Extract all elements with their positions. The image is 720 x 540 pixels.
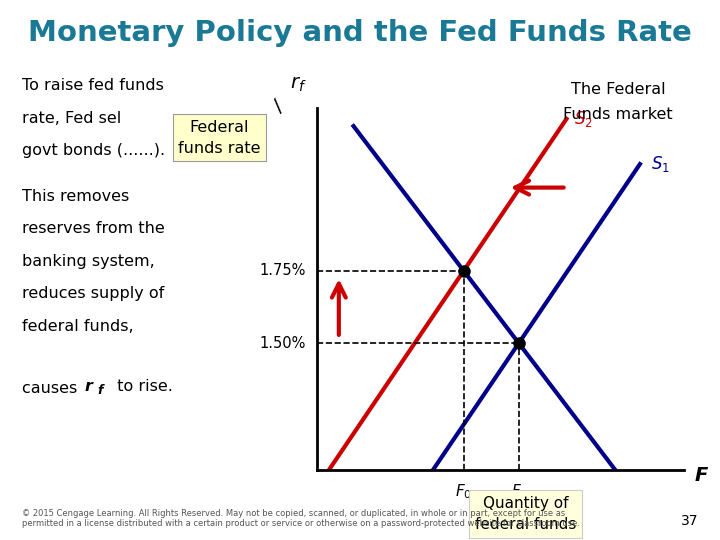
Text: reduces supply of: reduces supply of [22,286,164,301]
Text: This removes: This removes [22,189,129,204]
Text: To raise fed funds: To raise fed funds [22,78,163,93]
Text: 1.50%: 1.50% [259,336,306,350]
Text: 37: 37 [681,514,698,528]
Text: $F_1$: $F_1$ [510,482,527,501]
Text: f: f [97,384,103,397]
Text: r: r [84,379,92,394]
Text: © 2015 Cengage Learning. All Rights Reserved. May not be copied, scanned, or dup: © 2015 Cengage Learning. All Rights Rese… [22,509,580,528]
Text: Funds market: Funds market [563,107,672,123]
Text: $S_2$: $S_2$ [574,109,593,129]
Text: $S_1$: $S_1$ [651,154,670,174]
Text: Monetary Policy and the Fed Funds Rate: Monetary Policy and the Fed Funds Rate [28,19,692,47]
Text: to rise.: to rise. [107,379,172,394]
Text: F: F [695,465,708,485]
Text: reserves from the: reserves from the [22,221,164,237]
Text: causes: causes [22,381,82,396]
Text: 1.75%: 1.75% [259,264,306,278]
Text: $r_f$: $r_f$ [290,75,307,93]
Text: Quantity of
federal funds: Quantity of federal funds [475,496,576,532]
Text: banking system,: banking system, [22,254,154,269]
Text: Federal
funds rate: Federal funds rate [179,120,261,156]
Text: $F_0$: $F_0$ [455,482,472,501]
Text: federal funds,: federal funds, [22,319,133,334]
Text: govt bonds (......).: govt bonds (......). [22,143,165,158]
Text: The Federal: The Federal [570,82,665,97]
Text: /: / [270,97,287,116]
Text: rate, Fed sel: rate, Fed sel [22,111,121,126]
